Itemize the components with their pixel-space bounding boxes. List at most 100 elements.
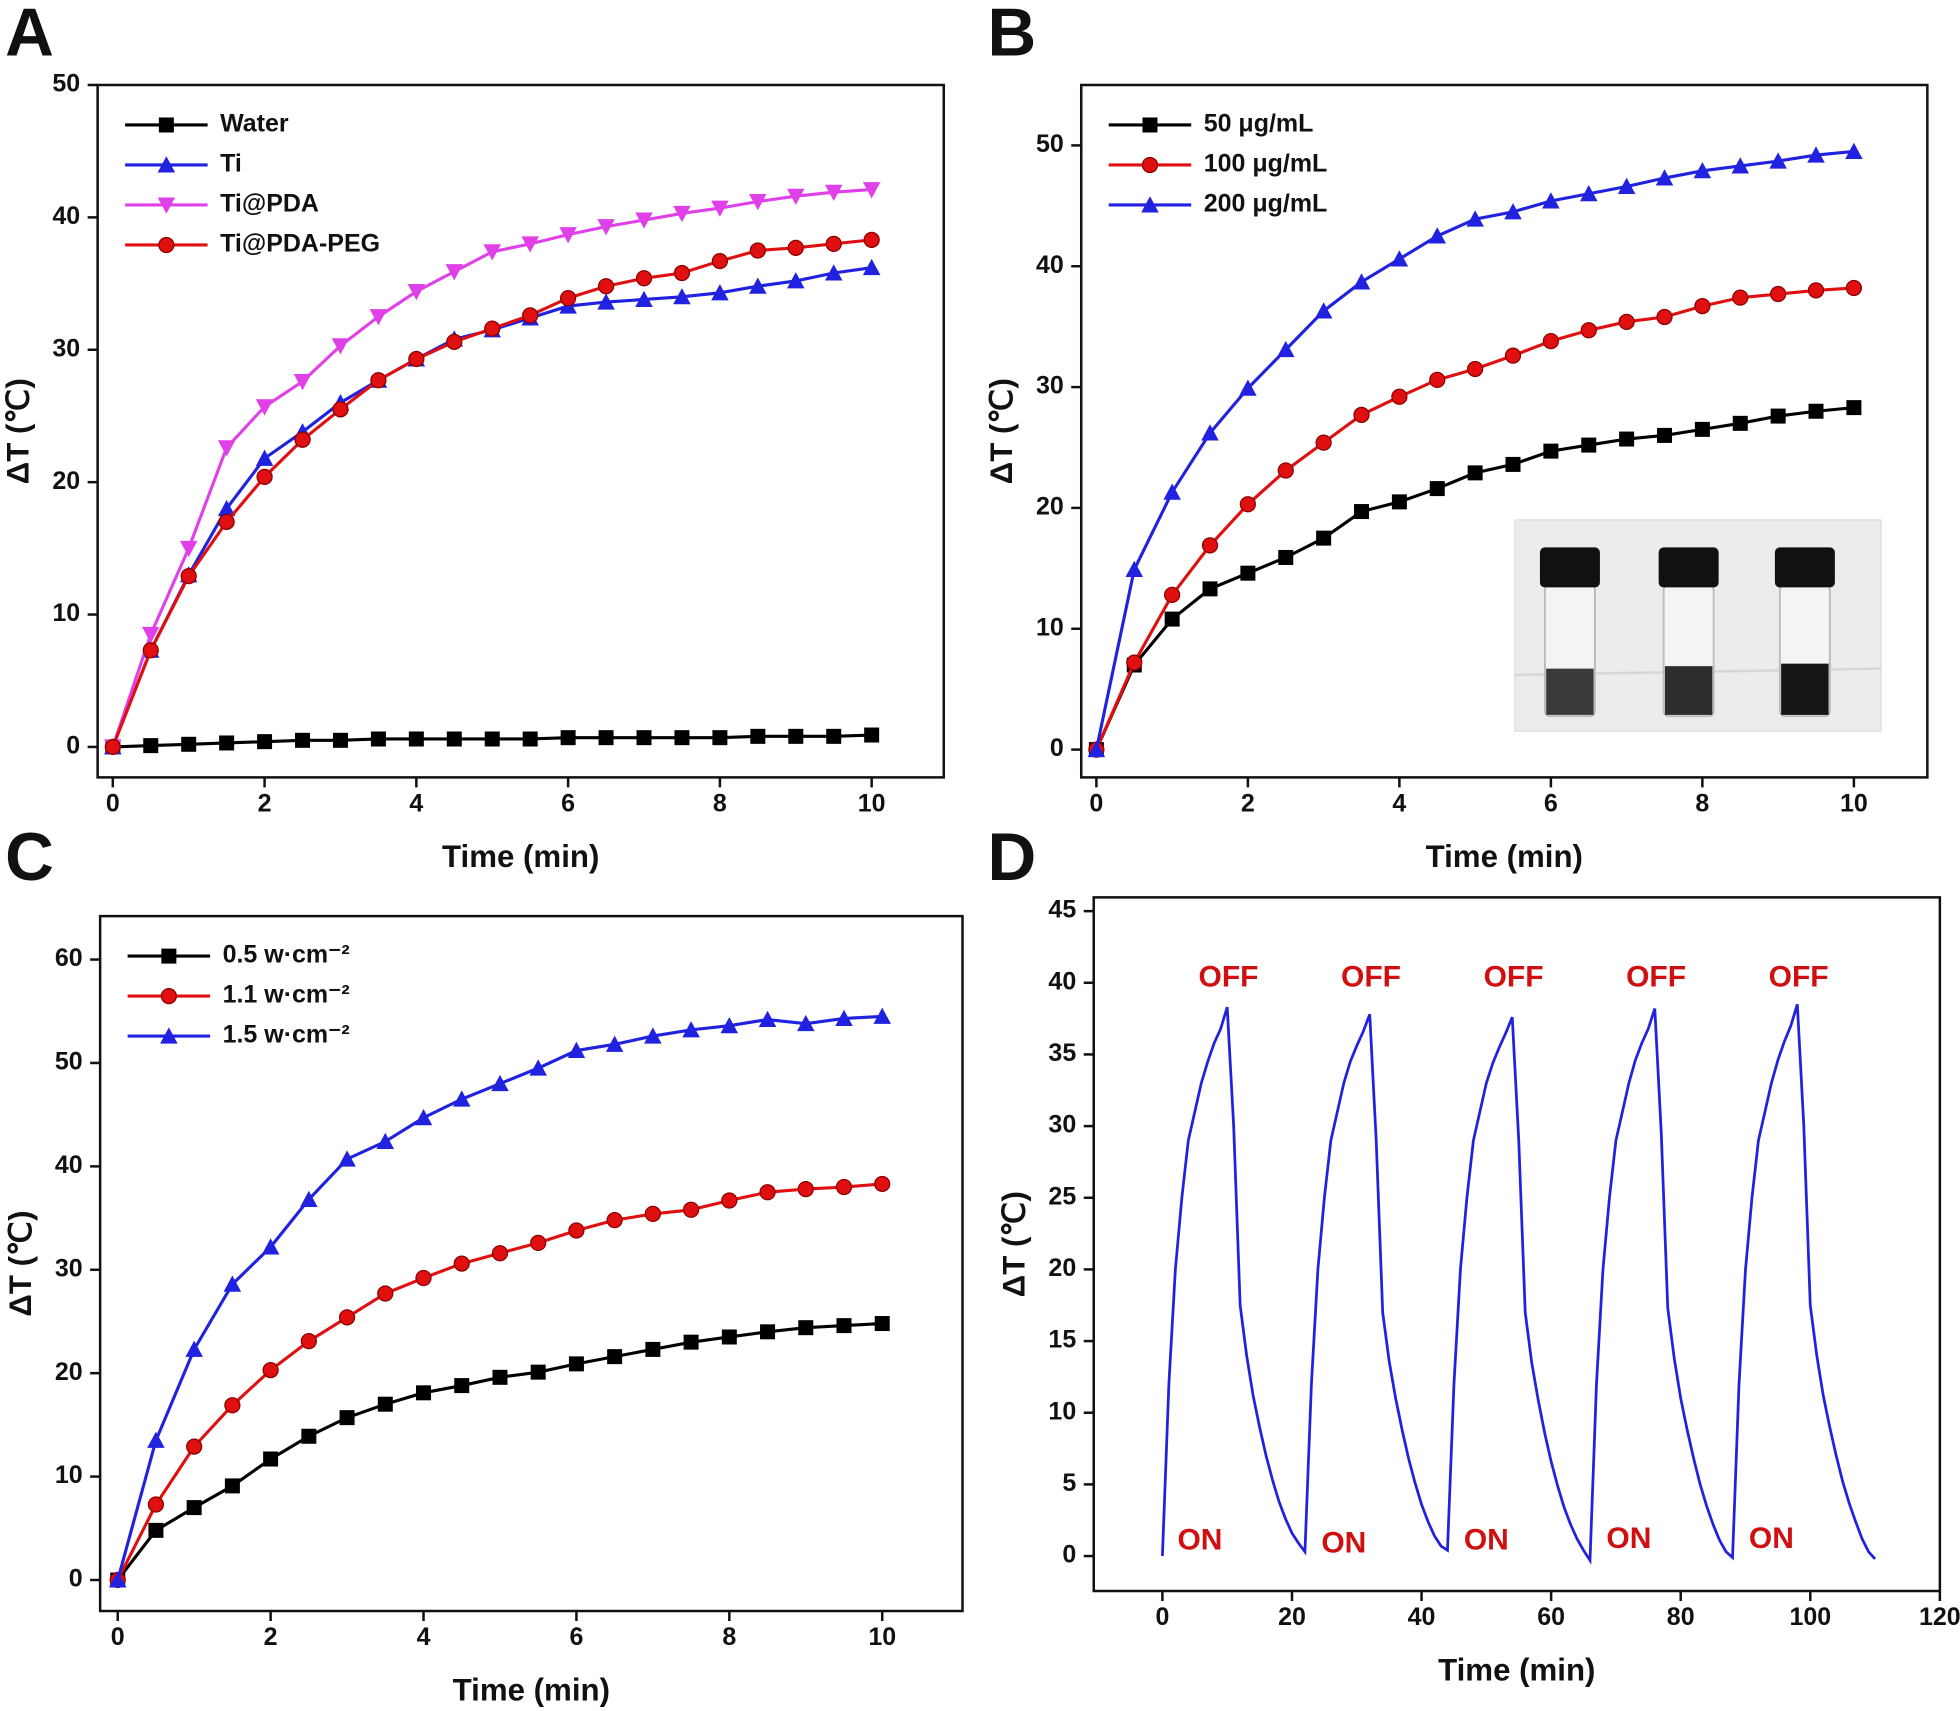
data-point xyxy=(874,1316,890,1332)
data-point xyxy=(1504,203,1522,220)
data-point xyxy=(522,307,539,324)
annotation: ON xyxy=(1177,1524,1222,1557)
data-point xyxy=(1202,581,1218,597)
data-point xyxy=(1542,192,1560,209)
data-point xyxy=(787,239,804,256)
data-point xyxy=(377,1285,394,1302)
data-point xyxy=(1239,379,1257,396)
data-point xyxy=(1390,250,1409,267)
series-line xyxy=(1161,1003,1877,1565)
data-point xyxy=(1277,340,1295,358)
data-point xyxy=(568,1222,585,1239)
y-tick-label: 20 xyxy=(1048,1254,1076,1282)
x-axis-label: Time (min) xyxy=(1438,1653,1595,1688)
x-tick-label: 120 xyxy=(1919,1603,1960,1631)
x-tick-label: 10 xyxy=(868,1623,896,1651)
data-point xyxy=(1201,537,1219,554)
y-tick-label: 5 xyxy=(1062,1469,1076,1497)
data-point xyxy=(1808,403,1824,419)
data-point xyxy=(711,200,729,217)
data-point xyxy=(873,1007,891,1024)
data-point xyxy=(522,731,538,747)
data-point xyxy=(607,1349,623,1365)
data-point xyxy=(597,219,615,236)
data-point xyxy=(1352,273,1371,290)
data-point xyxy=(186,1438,203,1455)
data-point xyxy=(835,1009,853,1026)
data-point xyxy=(673,288,691,305)
annotation: ON xyxy=(1464,1524,1509,1557)
y-tick-label: 40 xyxy=(55,1151,83,1179)
data-point xyxy=(862,258,881,276)
data-point xyxy=(377,1396,393,1412)
data-point xyxy=(645,1341,661,1357)
data-point xyxy=(1581,437,1597,453)
data-point xyxy=(492,1369,508,1385)
data-point xyxy=(1164,586,1181,604)
data-point xyxy=(1580,184,1598,202)
data-point xyxy=(256,468,273,485)
data-point xyxy=(293,374,312,391)
data-point xyxy=(788,728,804,744)
data-point xyxy=(1391,494,1407,510)
y-tick-label: 50 xyxy=(52,70,80,98)
x-tick-label: 0 xyxy=(111,1623,125,1651)
data-point xyxy=(217,499,236,517)
data-point xyxy=(445,264,464,281)
data-point xyxy=(369,309,388,326)
data-point xyxy=(181,736,197,752)
data-point xyxy=(224,1397,241,1414)
x-axis-label: Time (min) xyxy=(453,1673,610,1708)
data-point xyxy=(835,1178,853,1196)
legend-label: Ti xyxy=(220,150,242,178)
data-point xyxy=(1618,313,1635,330)
x-tick-label: 10 xyxy=(858,789,886,817)
y-axis-label: ΔT (℃) xyxy=(984,378,1019,484)
data-point xyxy=(635,212,653,229)
x-tick-label: 0 xyxy=(1155,1603,1169,1631)
data-point xyxy=(721,1192,738,1209)
data-point xyxy=(1694,421,1710,437)
data-point xyxy=(263,1451,279,1467)
data-point xyxy=(797,1014,815,1032)
annotation: OFF xyxy=(1484,960,1544,993)
x-tick-label: 0 xyxy=(1089,789,1103,817)
legend-marker xyxy=(160,987,177,1005)
data-point xyxy=(758,1010,777,1028)
x-tick-label: 10 xyxy=(1840,789,1868,817)
data-point xyxy=(255,449,274,466)
y-tick-label: 10 xyxy=(1036,613,1064,641)
data-point xyxy=(711,284,729,301)
data-point xyxy=(1391,388,1408,405)
x-tick-label: 8 xyxy=(1695,789,1709,817)
data-point xyxy=(148,1522,164,1538)
data-point xyxy=(1846,400,1862,416)
y-tick-label: 20 xyxy=(52,467,80,495)
annotation: OFF xyxy=(1626,960,1686,993)
data-point xyxy=(219,735,235,751)
data-point xyxy=(824,184,843,201)
legend-marker xyxy=(158,236,175,254)
data-point xyxy=(568,1356,584,1372)
data-point xyxy=(1504,347,1522,364)
data-point xyxy=(720,1016,739,1034)
data-point xyxy=(446,333,463,350)
data-point xyxy=(1656,308,1673,326)
data-point xyxy=(108,1571,127,1588)
data-point xyxy=(1428,227,1447,244)
y-tick-label: 10 xyxy=(1048,1397,1076,1425)
x-tick-label: 4 xyxy=(409,789,423,817)
y-tick-label: 30 xyxy=(55,1254,83,1282)
y-axis-label: ΔT (℃) xyxy=(996,1191,1031,1297)
legend-label: 50 μg/mL xyxy=(1204,110,1314,138)
legend-marker xyxy=(1141,156,1159,174)
data-point xyxy=(606,1212,623,1229)
data-point xyxy=(721,1329,737,1345)
data-point xyxy=(1580,322,1597,339)
data-point xyxy=(484,320,501,337)
data-point xyxy=(598,730,614,746)
legend-marker xyxy=(1142,117,1158,133)
y-tick-label: 15 xyxy=(1048,1326,1076,1354)
data-point xyxy=(301,1428,317,1444)
y-tick-label: 20 xyxy=(55,1358,83,1386)
